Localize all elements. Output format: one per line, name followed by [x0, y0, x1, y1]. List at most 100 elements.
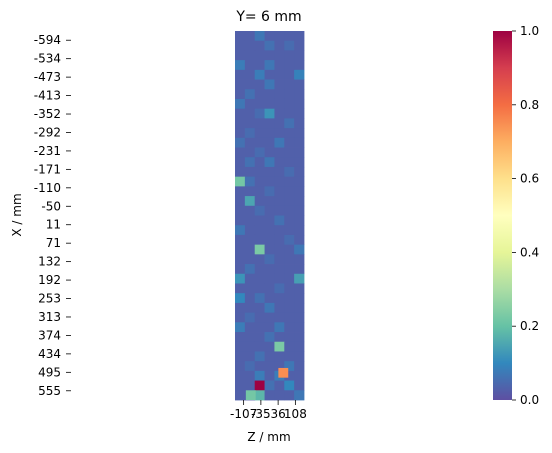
heatmap-cell: [235, 147, 246, 158]
heatmap-cell: [254, 332, 265, 343]
heatmap-cell: [274, 196, 285, 207]
heatmap-cell: [284, 176, 295, 187]
heatmap-cell: [274, 79, 285, 90]
heatmap-cell: [244, 264, 256, 275]
heatmap-cell: [294, 273, 305, 284]
colorbar-tick-label: 0.2: [520, 319, 539, 333]
heatmap-cell: [284, 50, 295, 61]
heatmap-cell: [284, 264, 295, 275]
heatmap-cell: [254, 302, 265, 313]
heatmap-cell: [254, 118, 265, 129]
heatmap-cell: [264, 244, 275, 255]
x-tick-label: -107: [230, 407, 257, 421]
heatmap-cell: [244, 370, 256, 381]
heatmap-cell: [254, 50, 265, 61]
heatmap-cell: [244, 341, 256, 352]
heatmap-cell: [244, 137, 256, 148]
y-tick-label: 374: [38, 328, 61, 342]
colorbar-tick-label: 0.8: [520, 98, 539, 112]
heatmap-cell: [274, 322, 285, 333]
heatmap-cell: [274, 264, 285, 275]
heatmap-cell: [294, 128, 305, 139]
heatmap-cell: [254, 361, 265, 372]
heatmap-cell: [235, 186, 246, 197]
heatmap-cell: [264, 176, 275, 187]
heatmap-cell: [264, 69, 275, 80]
heatmap-cell: [294, 264, 305, 275]
chart-title: Y= 6 mm: [235, 9, 301, 25]
heatmap-cell: [254, 128, 265, 139]
heatmap-cell: [244, 50, 256, 61]
heatmap-cell: [294, 370, 305, 381]
heatmap-cell: [284, 40, 295, 51]
heatmap-cell: [284, 293, 295, 304]
heatmap-cell: [264, 40, 275, 51]
heatmap-cell: [284, 215, 295, 226]
heatmap-cell: [254, 283, 265, 294]
heatmap-cell: [294, 205, 305, 216]
heatmap-cell: [264, 98, 275, 110]
heatmap-cell: [264, 293, 275, 304]
heatmap-cell: [254, 40, 265, 51]
x-tick-label: 36: [270, 407, 285, 421]
heatmap-cell: [254, 98, 265, 110]
heatmap-cell: [274, 312, 285, 323]
heatmap-cell: [244, 293, 256, 304]
heatmap-cell: [264, 264, 275, 275]
heatmap-cell: [244, 147, 256, 158]
heatmap-cell: [235, 69, 246, 80]
heatmap-cell: [235, 370, 246, 381]
heatmap-cell: [264, 118, 275, 129]
heatmap-cell: [235, 60, 246, 71]
heatmap-cell: [244, 254, 256, 265]
y-axis-label: X / mm: [10, 193, 24, 236]
heatmap-cell: [235, 118, 246, 129]
heatmap-cell: [284, 322, 295, 333]
heatmap-cell: [284, 108, 295, 119]
heatmap-cell: [244, 205, 256, 216]
heatmap-cell: [254, 89, 265, 100]
heatmap-cell: [254, 147, 265, 158]
heatmap-cell: [274, 60, 285, 71]
heatmap-cell: [274, 205, 285, 216]
heatmap-cell: [274, 293, 285, 304]
heatmap-cell: [294, 283, 305, 294]
heatmap-cell: [254, 108, 265, 119]
heatmap-cell: [235, 98, 246, 110]
heatmap-cell: [264, 302, 275, 313]
heatmap-cell: [264, 60, 275, 71]
heatmap-cell: [254, 157, 265, 168]
heatmap-cell: [294, 176, 305, 187]
heatmap-cell: [254, 196, 265, 207]
heatmap-cell: [274, 380, 285, 391]
heatmap-cell: [235, 283, 246, 294]
heatmap-cell: [254, 215, 265, 226]
heatmap-cell: [274, 332, 285, 343]
heatmap-cell: [244, 79, 256, 90]
heatmap-cell: [235, 31, 246, 42]
y-tick-label: 434: [38, 347, 61, 361]
y-tick-label: 313: [38, 310, 61, 324]
heatmap-cell: [274, 186, 285, 197]
heatmap-cell: [235, 351, 246, 362]
heatmap-cell: [294, 60, 305, 71]
heatmap-cell: [254, 176, 265, 187]
heatmap-cell: [264, 128, 275, 139]
heatmap-cell: [254, 293, 265, 304]
heatmap-cell: [294, 312, 305, 323]
heatmap-cell: [264, 137, 275, 148]
heatmap-cell: [294, 380, 305, 391]
heatmap-cell: [294, 186, 305, 197]
heatmap-cell: [235, 332, 246, 343]
heatmap-cell: [264, 196, 275, 207]
heatmap-cell: [284, 370, 295, 381]
heatmap-cell: [264, 234, 275, 246]
y-tick-label: 132: [38, 255, 61, 269]
heatmap-cell: [284, 254, 295, 265]
heatmap-cell: [274, 283, 285, 294]
heatmap-cell: [294, 40, 305, 51]
y-tick-label: -413: [34, 89, 61, 103]
heatmap-cell: [254, 273, 265, 284]
heatmap-cell: [284, 186, 295, 197]
heatmap-cell: [244, 215, 256, 226]
